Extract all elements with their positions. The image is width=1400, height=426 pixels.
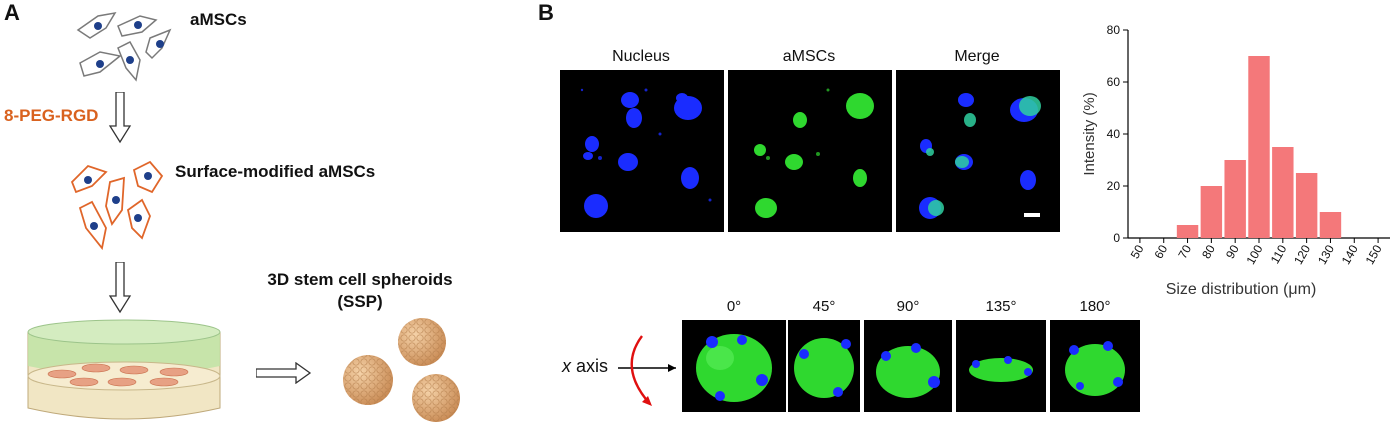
rotation-view-180 [1050, 320, 1140, 412]
spheroid-label-line1: 3D stem cell spheroids [267, 270, 453, 289]
amscs-micrograph [728, 70, 892, 232]
bar [1200, 186, 1223, 238]
rotation-view-90 [864, 320, 952, 412]
x-tick-label: 80 [1199, 242, 1218, 261]
bar [1248, 56, 1270, 238]
x-tick-label: 50 [1128, 242, 1147, 261]
down-arrow-icon [108, 262, 132, 314]
x-tick-label: 120 [1291, 242, 1313, 267]
down-arrow-icon [108, 92, 132, 144]
x-tick-label: 70 [1175, 242, 1194, 261]
bar [1224, 160, 1246, 238]
amscs-label: aMSCs [190, 10, 247, 29]
surface-modified-label: Surface-modified aMSCs [175, 162, 376, 181]
rotation-view-0 [682, 320, 786, 412]
bar [1176, 225, 1199, 238]
amsc-cells-illustration [76, 11, 172, 82]
x-tick-label: 90 [1223, 242, 1242, 261]
modified-cells-illustration [70, 160, 164, 251]
x-tick-label: 140 [1339, 242, 1361, 267]
spheroid-label-line2: (SSP) [337, 292, 383, 311]
x-tick-label: 60 [1152, 242, 1171, 261]
peg-rgd-label: 8-PEG-RGD [4, 106, 99, 125]
y-tick-label: 0 [1113, 231, 1120, 245]
y-tick-label: 60 [1107, 75, 1121, 89]
x-tick-label: 100 [1243, 242, 1265, 267]
micrograph-label-nucleus: Nucleus [612, 48, 670, 65]
right-arrow-icon [256, 362, 312, 384]
bar [1319, 212, 1342, 238]
scale-bar [1024, 213, 1040, 217]
culture-dish-illustration [27, 319, 221, 420]
rotation-view-135 [956, 320, 1046, 412]
angle-label-135: 135° [985, 298, 1017, 315]
y-tick-label: 40 [1107, 127, 1121, 141]
merge-micrograph [896, 70, 1060, 232]
nucleus-micrograph [560, 70, 724, 232]
bar [1272, 147, 1294, 238]
panel-b-letter: B [538, 0, 554, 25]
micrograph-label-merge: Merge [954, 48, 1000, 65]
x-axis-label: x axis [562, 356, 609, 376]
y-tick-label: 20 [1107, 179, 1121, 193]
panel-a-letter: A [4, 0, 20, 25]
spheroids-illustration [343, 318, 460, 422]
x-tick-label: 130 [1315, 242, 1337, 267]
angle-label-0: 0° [726, 298, 742, 315]
x-axis-title: Size distribution (μm) [1166, 281, 1317, 298]
y-axis-title: Intensity (%) [1081, 92, 1098, 175]
angle-label-45: 45° [812, 298, 836, 315]
rotation-arrow-icon [618, 335, 676, 406]
micrograph-label-amscs: aMSCs [782, 48, 836, 65]
angle-label-180: 180° [1079, 298, 1111, 315]
x-tick-label: 110 [1268, 242, 1290, 266]
bar [1295, 173, 1318, 238]
rotation-view-45 [788, 320, 860, 412]
angle-label-90: 90° [896, 298, 920, 315]
y-tick-label: 80 [1107, 23, 1121, 37]
x-tick-label: 150 [1363, 242, 1385, 267]
